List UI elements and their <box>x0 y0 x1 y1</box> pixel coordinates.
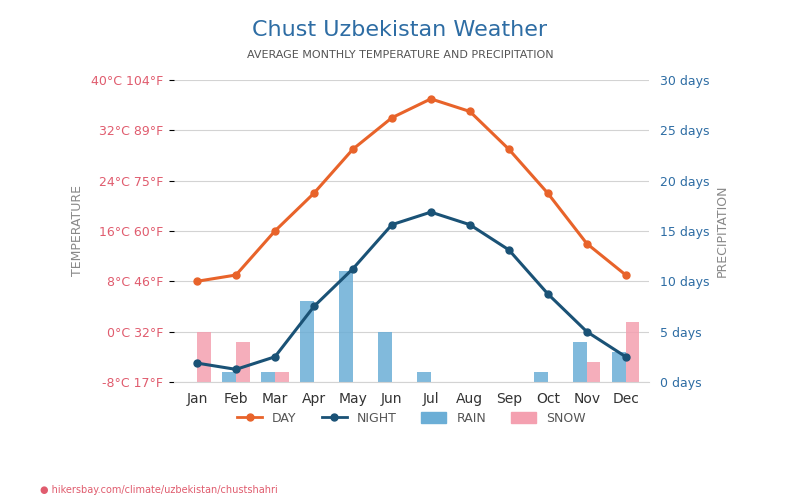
Text: Chust Uzbekistan Weather: Chust Uzbekistan Weather <box>253 20 547 40</box>
Y-axis label: PRECIPITATION: PRECIPITATION <box>716 184 729 277</box>
Bar <box>300 302 314 382</box>
Bar <box>534 372 548 382</box>
Bar <box>222 372 236 382</box>
Text: ● hikersbay.com/climate/uzbekistan/chustshahri: ● hikersbay.com/climate/uzbekistan/chust… <box>40 485 278 495</box>
Text: AVERAGE MONTHLY TEMPERATURE AND PRECIPITATION: AVERAGE MONTHLY TEMPERATURE AND PRECIPIT… <box>246 50 554 60</box>
Bar <box>573 342 586 382</box>
Bar <box>275 372 289 382</box>
Legend: DAY, NIGHT, RAIN, SNOW: DAY, NIGHT, RAIN, SNOW <box>232 407 590 430</box>
Bar <box>262 372 275 382</box>
Bar <box>612 352 626 382</box>
Bar <box>197 332 210 382</box>
Bar <box>626 322 639 382</box>
Bar <box>418 372 431 382</box>
Bar <box>339 271 353 382</box>
Bar <box>378 332 392 382</box>
Bar <box>236 342 250 382</box>
Bar <box>586 362 601 382</box>
Y-axis label: TEMPERATURE: TEMPERATURE <box>71 186 84 276</box>
